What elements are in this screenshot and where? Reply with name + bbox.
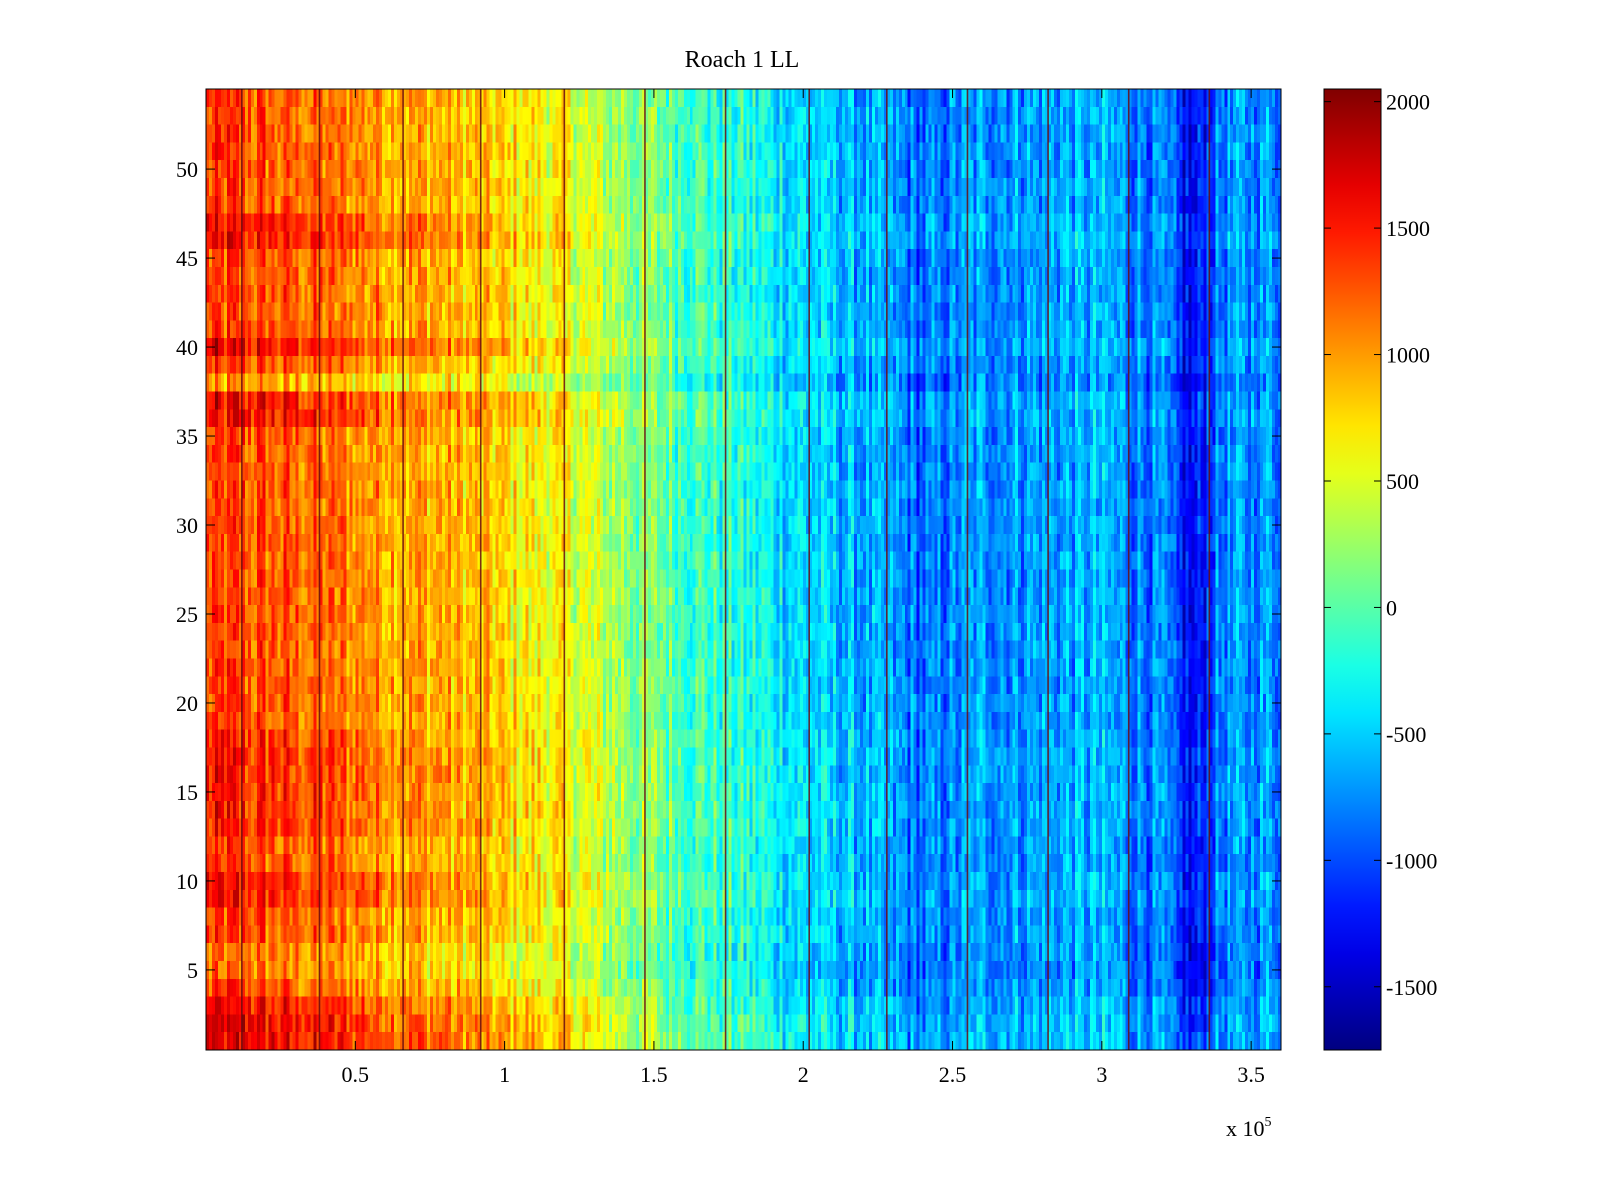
y-tick-label: 45 xyxy=(176,246,198,271)
y-tick-label: 20 xyxy=(176,691,198,716)
colorbar-tick-label: 500 xyxy=(1386,469,1419,494)
chart-title: Roach 1 LL xyxy=(685,47,800,73)
colorbar-tick-label: -500 xyxy=(1386,722,1426,747)
x-multiplier-exponent: 5 xyxy=(1265,1115,1272,1130)
y-tick-label: 15 xyxy=(176,780,198,805)
colorbar-tick-label: 1500 xyxy=(1386,216,1430,241)
colorbar: 2000 1500 1000 500 0 -500 -1000 -1500 xyxy=(1323,88,1437,1051)
colorbar-tick-label: -1000 xyxy=(1386,848,1437,873)
x-tick-label: 0.5 xyxy=(342,1062,370,1087)
heatmap-cells xyxy=(206,89,1281,1050)
y-tick-label: 10 xyxy=(176,869,198,894)
y-tick-label: 50 xyxy=(176,157,198,182)
colorbar-tick-label: 1000 xyxy=(1386,343,1430,368)
colorbar-tick-label: 2000 xyxy=(1386,90,1430,115)
y-axis: 5 10 15 20 25 30 35 40 45 50 xyxy=(176,157,1281,983)
colorbar-tick-label: 0 xyxy=(1386,595,1397,620)
x-axis-multiplier: x 105 xyxy=(1226,1115,1272,1141)
x-axis: 0.5 1 1.5 2 2.5 3 3.5 xyxy=(342,89,1265,1087)
y-tick-label: 30 xyxy=(176,513,198,538)
x-tick-label: 3.5 xyxy=(1237,1062,1265,1087)
colorbar-gradient xyxy=(1323,88,1382,1051)
y-tick-label: 40 xyxy=(176,335,198,360)
x-multiplier-base: x 10 xyxy=(1226,1116,1265,1141)
heatmap-plot-area xyxy=(205,88,1282,1051)
plot-frame xyxy=(205,88,1282,1051)
x-tick-label: 3 xyxy=(1096,1062,1107,1087)
x-tick-label: 2 xyxy=(798,1062,809,1087)
y-tick-label: 5 xyxy=(187,958,198,983)
y-tick-label: 35 xyxy=(176,424,198,449)
y-tick-label: 25 xyxy=(176,602,198,627)
colorbar-tick-label: -1500 xyxy=(1386,975,1437,1000)
x-tick-label: 2.5 xyxy=(939,1062,967,1087)
x-tick-label: 1.5 xyxy=(640,1062,668,1087)
x-tick-label: 1 xyxy=(499,1062,510,1087)
